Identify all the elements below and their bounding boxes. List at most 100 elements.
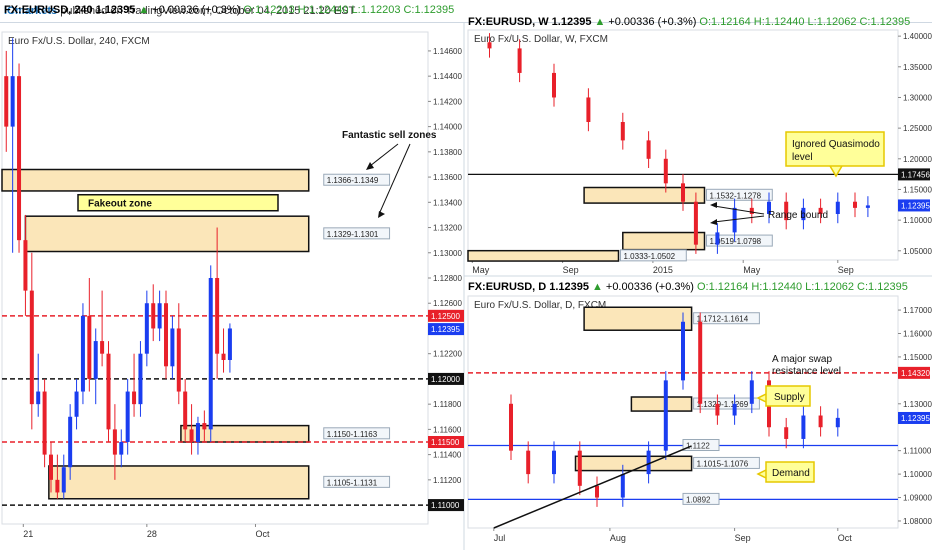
y-tick-label: 1.11600 <box>433 425 462 434</box>
zone-box <box>583 186 706 204</box>
zone-label-bg <box>706 188 773 201</box>
candle-body <box>195 423 200 442</box>
daily-open: O:1.12164 <box>696 281 749 293</box>
candle-body <box>36 391 41 405</box>
candle-body <box>106 353 111 430</box>
zone-label: 1.1532-1.1278 <box>710 191 762 200</box>
published-text: published on TradingView.com, October 04… <box>60 5 356 17</box>
zone-box <box>583 306 693 331</box>
x-tick-label: Oct <box>255 529 270 539</box>
candle-body <box>517 48 522 73</box>
zone-label-bg <box>693 456 760 469</box>
zone-box <box>24 215 310 253</box>
publisher-link[interactable]: ICmarkets <box>4 5 58 17</box>
x-tick-label: May <box>743 265 761 275</box>
candle-body <box>87 315 92 379</box>
candle-body <box>801 207 806 221</box>
candle-body <box>620 474 625 498</box>
daily-change: +0.00336 (+0.3%) <box>605 281 694 293</box>
candle-body <box>646 140 651 159</box>
arrow-line <box>379 143 411 213</box>
candle-body <box>835 417 840 428</box>
y-tick-label: 1.08000 <box>903 517 932 526</box>
arrow-head-icon <box>378 211 385 218</box>
candle-body <box>526 450 531 475</box>
y-tick-label: 1.11200 <box>433 476 462 485</box>
candle-body <box>552 72 556 98</box>
chart-title: Euro Fx/U.S. Dollar, 240, FXCM <box>8 36 150 47</box>
level-price-box <box>428 309 464 322</box>
candle-body <box>784 427 789 439</box>
daily-symbol: FX:EURUSD, D <box>468 281 547 293</box>
daily-close: C:1.12395 <box>857 281 908 293</box>
level-price-box <box>898 366 930 379</box>
zone-label-bg <box>323 427 391 440</box>
y-tick-label: 1.30000 <box>903 93 932 102</box>
last-price-box <box>898 411 930 424</box>
candle-body <box>818 415 823 428</box>
level-label: 1.1122 <box>686 442 710 451</box>
supply-label: Supply <box>774 392 805 403</box>
candle-body <box>487 42 492 49</box>
y-tick-label: 1.25000 <box>903 124 932 133</box>
zone-label-bg <box>693 397 760 410</box>
zone-box <box>1 168 310 192</box>
swap-resistance-line1: A major swap <box>772 354 832 365</box>
y-tick-label: 1.12600 <box>433 299 462 308</box>
candle-body <box>29 290 34 405</box>
y-tick-label: 1.14400 <box>433 72 462 81</box>
candle-body <box>715 232 720 245</box>
arrow-head-icon <box>710 219 717 225</box>
candle-body <box>681 183 685 202</box>
y-tick-label: 1.16000 <box>903 329 932 338</box>
y-tick-label: 1.13200 <box>433 224 462 233</box>
x-tick-label: Jul <box>494 533 506 543</box>
h4-low: L:1.12203 <box>351 4 401 16</box>
chart-title: Euro Fx/U.S. Dollar, D, FXCM <box>474 300 606 311</box>
candle-body <box>42 391 47 455</box>
daily-header: FX:EURUSD, D 1.12395 ▲ +0.00336 (+0.3%) O:1.… <box>468 279 911 295</box>
y-tick-label: 1.20000 <box>903 155 932 164</box>
candle-body <box>144 303 149 354</box>
arrow-head-icon <box>710 202 717 208</box>
zone-box <box>574 455 693 472</box>
up-arrow-icon: ▲ <box>592 281 603 293</box>
level-price-box <box>428 499 464 512</box>
h4-close: C:1.12395 <box>403 4 455 16</box>
y-tick-label: 1.05000 <box>903 247 932 256</box>
last-price-label: 1.12395 <box>901 414 930 423</box>
weekly-change: +0.00336 (+0.3%) <box>608 16 697 28</box>
candle-body <box>749 207 754 214</box>
chart-title: Euro Fx/U.S. Dollar, W, FXCM <box>474 34 608 45</box>
y-tick-label: 1.10000 <box>903 216 932 225</box>
zone-box <box>180 424 310 443</box>
zone-label-bg <box>323 173 391 186</box>
sell-zones-label: Fantastic sell zones <box>342 130 437 141</box>
level-price-label: 1.17456 <box>901 170 930 179</box>
candle-body <box>663 380 668 451</box>
candle-body <box>164 303 169 367</box>
y-tick-label: 1.35000 <box>903 63 932 72</box>
fakeout-zone-label: Fakeout zone <box>88 199 152 210</box>
candle-body <box>23 240 28 291</box>
zone-label: 1.1150-1.1163 <box>327 430 378 439</box>
candle-body <box>55 479 60 493</box>
weekly-last: 1.12395 <box>551 16 592 28</box>
weekly-close: C:1.12395 <box>859 16 911 28</box>
candle-body <box>170 328 175 367</box>
candle-body <box>646 450 651 475</box>
candle-body <box>835 201 840 214</box>
candle-body <box>132 391 137 405</box>
candle-body <box>853 201 857 208</box>
level-price-label: 1.12000 <box>431 375 460 384</box>
last-price-box <box>428 323 464 336</box>
candle-body <box>221 353 226 360</box>
y-tick-label: 1.09000 <box>903 494 932 503</box>
candle-body <box>865 205 870 208</box>
y-tick-label: 1.13600 <box>433 173 462 182</box>
h4-high: H:1.12440 <box>297 4 349 16</box>
candle-body <box>749 380 754 404</box>
level-price-label: 1.12500 <box>431 312 460 321</box>
arrow-line <box>369 143 399 167</box>
